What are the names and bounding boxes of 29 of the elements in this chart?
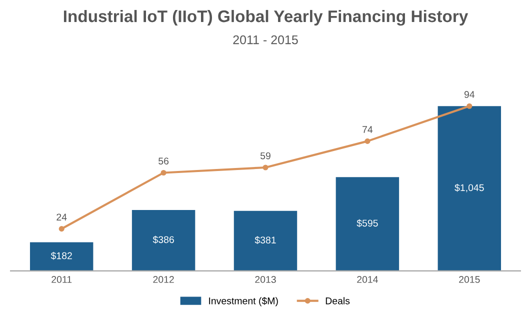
bar bbox=[30, 242, 94, 271]
chart-subtitle: 2011 - 2015 bbox=[233, 35, 298, 44]
point bbox=[364, 138, 370, 144]
point bbox=[58, 226, 64, 232]
legend-label: Investment ($M) bbox=[209, 297, 278, 306]
bar bbox=[132, 210, 196, 271]
point bbox=[160, 170, 166, 176]
data-label: $381 bbox=[254, 236, 276, 244]
data-label: 59 bbox=[260, 152, 270, 160]
chart-title: Industrial IoT (IIoT) Global Yearly Financing History bbox=[64, 10, 468, 26]
x-tick-label: 2011 bbox=[52, 276, 72, 283]
bar bbox=[234, 210, 298, 271]
point bbox=[262, 164, 268, 170]
x-tick-label: 2013 bbox=[255, 276, 276, 283]
data-label: 24 bbox=[56, 214, 67, 220]
bar bbox=[438, 106, 502, 271]
point bbox=[466, 103, 472, 109]
x-tick-label: 2014 bbox=[357, 276, 378, 283]
x-tick-label: 2012 bbox=[153, 276, 174, 283]
data-label: 94 bbox=[464, 91, 475, 98]
data-label: $386 bbox=[152, 236, 174, 244]
data-label: 56 bbox=[158, 158, 169, 164]
data-label: $1,045 bbox=[454, 184, 484, 192]
data-label: $595 bbox=[356, 219, 378, 228]
bar bbox=[336, 177, 400, 271]
data-label: $182 bbox=[50, 252, 72, 260]
x-tick-label: 2015 bbox=[459, 276, 480, 283]
data-label: 74 bbox=[362, 126, 373, 133]
legend-label: Deals bbox=[326, 297, 350, 304]
